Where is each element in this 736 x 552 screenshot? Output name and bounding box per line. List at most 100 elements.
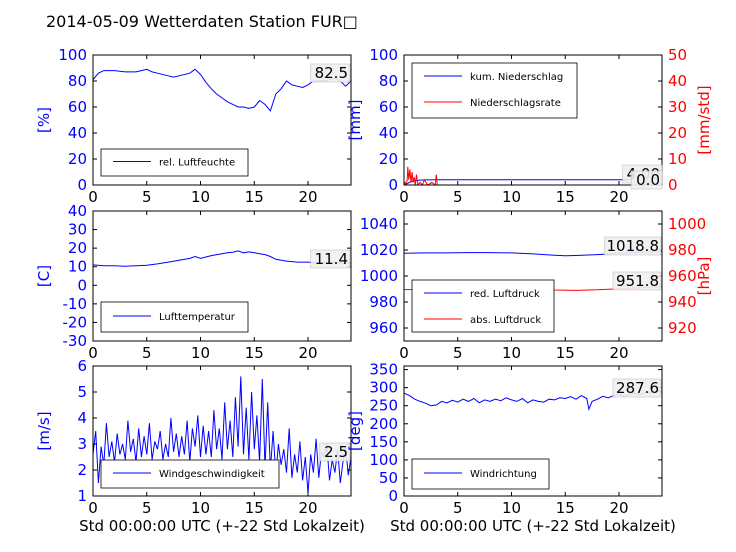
x-tick-label: 20 — [609, 344, 628, 362]
panel-precipitation: 0 5 10 15 20 0 20 40 60 80 100 0 10 20 30 40 50 [mm] [mm/s… — [346, 46, 713, 206]
x-tick-label: 0 — [399, 188, 409, 206]
y2-tick-label: 920 — [668, 319, 697, 337]
y-tick-label: 60 — [68, 98, 87, 116]
y-tick-label: 80 — [379, 72, 398, 90]
plot-frame — [92, 365, 352, 497]
legend-windspeed: Windgeschwindigkeit — [100, 459, 280, 489]
x-tick-label: 20 — [298, 499, 317, 517]
y-tick-label: 980 — [369, 293, 398, 311]
y-tick-label: 80 — [68, 72, 87, 90]
y-tick-label: 20 — [379, 150, 398, 168]
y-tick-label: 30 — [68, 221, 87, 239]
y2-axis-label: [hPa] — [695, 257, 713, 296]
value-annotation: 1018.8 — [607, 237, 660, 255]
x-tick-label: 10 — [502, 499, 521, 517]
y-tick-label: 40 — [68, 202, 87, 220]
y-tick-label: 1000 — [360, 267, 398, 285]
y-tick-label: 0 — [77, 276, 87, 294]
y2-tick-label: 960 — [668, 267, 697, 285]
value-annotation: 951.8 — [616, 272, 659, 290]
plot-frame — [403, 54, 663, 186]
y-axis-label: [%] — [35, 107, 53, 133]
legend-winddirection: Windrichtung — [411, 458, 550, 490]
x-tick-label: 5 — [453, 499, 463, 517]
x-tick-label: 5 — [453, 188, 463, 206]
x-tick-label: 10 — [191, 188, 210, 206]
annotation-box — [318, 442, 351, 462]
legend-pressure: red. Luftdruck abs. Luftdruck — [411, 279, 555, 333]
legend-box — [411, 62, 578, 119]
y-tick-label: 250 — [369, 397, 398, 415]
panel-temperature: 0 5 10 15 20-30-20-10010203040[C]11.4Lufttem… — [35, 202, 352, 362]
x-tick-label: 5 — [453, 344, 463, 362]
legend-label: Lufttemperatur — [159, 312, 236, 323]
x-tick-label: 20 — [298, 188, 317, 206]
panel-windspeed: 0 5 10 15 20 1 2 3 4 5 6 [m/s] Std 00:00:00 UTC (+-2… — [35, 357, 365, 535]
y-tick-label: 40 — [68, 124, 87, 142]
legend-box — [100, 148, 249, 177]
y-axis-label: [deg] — [346, 411, 364, 451]
annotation-box — [612, 378, 662, 398]
value-annotation: 2.5 — [324, 443, 348, 461]
annotation-box — [630, 170, 663, 190]
x-tick-label: 15 — [245, 499, 264, 517]
y-tick-label: 2 — [77, 461, 87, 479]
legend-label: Windgeschwindigkeit — [159, 469, 265, 480]
y-axis-label: [mm] — [346, 100, 364, 141]
y-tick-label: 200 — [369, 415, 398, 433]
y-tick-label: 0 — [77, 176, 87, 194]
y2-tick-label: 30 — [668, 98, 687, 116]
y2-tick-label: 20 — [668, 124, 687, 142]
plot-frame — [92, 210, 352, 342]
y2-tick-label: 40 — [668, 72, 687, 90]
y-tick-label: 0 — [388, 176, 398, 194]
y-tick-label: 50 — [379, 469, 398, 487]
legend-label: rel. Luftfeuchte — [159, 158, 235, 169]
x-tick-label: 15 — [556, 499, 575, 517]
x-tick-label: 10 — [502, 344, 521, 362]
legend-box — [100, 459, 280, 489]
x-tick-label: 20 — [298, 344, 317, 362]
y-tick-label: 0 — [388, 487, 398, 505]
x-tick-label: 0 — [399, 499, 409, 517]
value-annotation: 0.0 — [636, 171, 660, 189]
legend-label: red. Luftdruck — [470, 289, 540, 300]
panel-pressure: 0 5 10 15 20 960 980 1000 1020 1040 920 940 960 980 10… — [360, 210, 713, 362]
x-tick-label: 20 — [609, 188, 628, 206]
x-tick-label: 5 — [142, 499, 152, 517]
series-line-precipitation-0 — [404, 179, 662, 185]
x-axis-label: Std 00:00:00 UTC (+-22 Std Lokalzeit) — [390, 517, 676, 535]
legend-precipitation: kum. Niederschlag Niederschlagsrate — [411, 62, 578, 119]
value-annotation: 82.5 — [315, 64, 348, 82]
y2-tick-label: 1000 — [668, 215, 706, 233]
y2-tick-label: 980 — [668, 241, 697, 259]
legend-label: Niederschlagsrate — [470, 98, 561, 109]
legend-label: kum. Niederschlag — [470, 72, 563, 83]
y-tick-label: 1040 — [360, 215, 398, 233]
y-tick-label: 6 — [77, 357, 87, 375]
y-tick-label: 20 — [68, 239, 87, 257]
value-annotation: 287.6 — [616, 379, 659, 397]
y-axis-label: [C] — [35, 265, 53, 287]
y-axis-label: [m/s] — [35, 411, 53, 450]
legend-humidity: rel. Luftfeuchte — [100, 148, 249, 177]
plot-frame — [92, 54, 352, 186]
figure-title: 2014-05-09 Wetterdaten Station FUR□ — [46, 12, 358, 31]
y2-axis-label: [mm/std] — [695, 85, 713, 154]
y2-tick-label: 940 — [668, 293, 697, 311]
x-tick-label: 0 — [399, 344, 409, 362]
x-tick-label: 20 — [609, 499, 628, 517]
y-tick-label: 150 — [369, 433, 398, 451]
annotation-box — [310, 63, 351, 83]
x-tick-label: 15 — [245, 344, 264, 362]
y-tick-label: 4 — [77, 409, 87, 427]
x-tick-label: 10 — [191, 499, 210, 517]
y2-tick-label: 0 — [668, 176, 678, 194]
panel-humidity: 0 5 10 15 20 0 20 40 60 80 100 [%] 82.5 rel. Luftfeuc… — [35, 46, 352, 206]
x-tick-label: 15 — [245, 188, 264, 206]
legend-box — [411, 458, 550, 490]
annotation-box — [310, 249, 351, 269]
value-annotation: 11.4 — [315, 250, 348, 268]
